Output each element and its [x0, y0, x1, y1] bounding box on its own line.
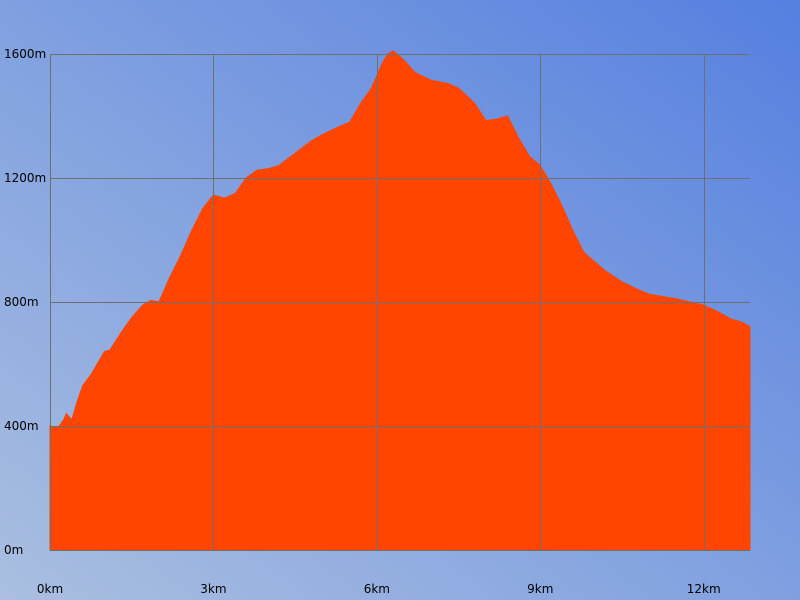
y-tick-label: 400m [4, 419, 39, 433]
grid-layer [50, 54, 750, 551]
x-tick-label: 0km [37, 582, 63, 596]
x-tick-label: 9km [527, 582, 553, 596]
y-tick-label: 1200m [4, 171, 46, 185]
y-tick-label: 1600m [4, 47, 46, 61]
x-tick-label: 3km [200, 582, 226, 596]
area-layer [49, 50, 751, 551]
y-tick-label: 0m [4, 543, 23, 557]
x-tick-label: 6km [364, 582, 390, 596]
tick-label-layer: 0m 400m 800m 1200m 1600m 0km 3km 6km 9km 12km [4, 47, 721, 596]
x-tick-label: 12km [687, 582, 721, 596]
elevation-area [49, 50, 751, 551]
y-tick-label: 800m [4, 295, 39, 309]
